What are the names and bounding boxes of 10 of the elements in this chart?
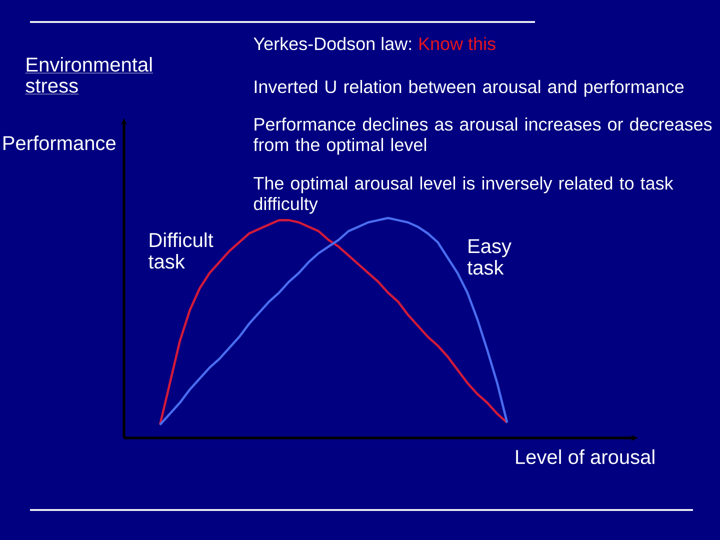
text: The optimal arousal level is inversely related to task difficulty xyxy=(254,176,674,214)
series-label: Difficult task xyxy=(148,232,214,269)
x-axis-title: Level of arousal xyxy=(516,449,654,464)
y-axis-title: Performance xyxy=(4,136,116,150)
chart-title: Yerkes-Dodson law: xyxy=(254,36,411,50)
text: Inverted U relation between arousal and performance xyxy=(254,80,684,97)
text: Performance declines as arousal increases or decreases from the optimal level xyxy=(253,117,712,155)
text: Environmental stress xyxy=(26,56,152,93)
series-label: Easy task xyxy=(467,239,512,275)
text: Know this xyxy=(420,36,496,50)
